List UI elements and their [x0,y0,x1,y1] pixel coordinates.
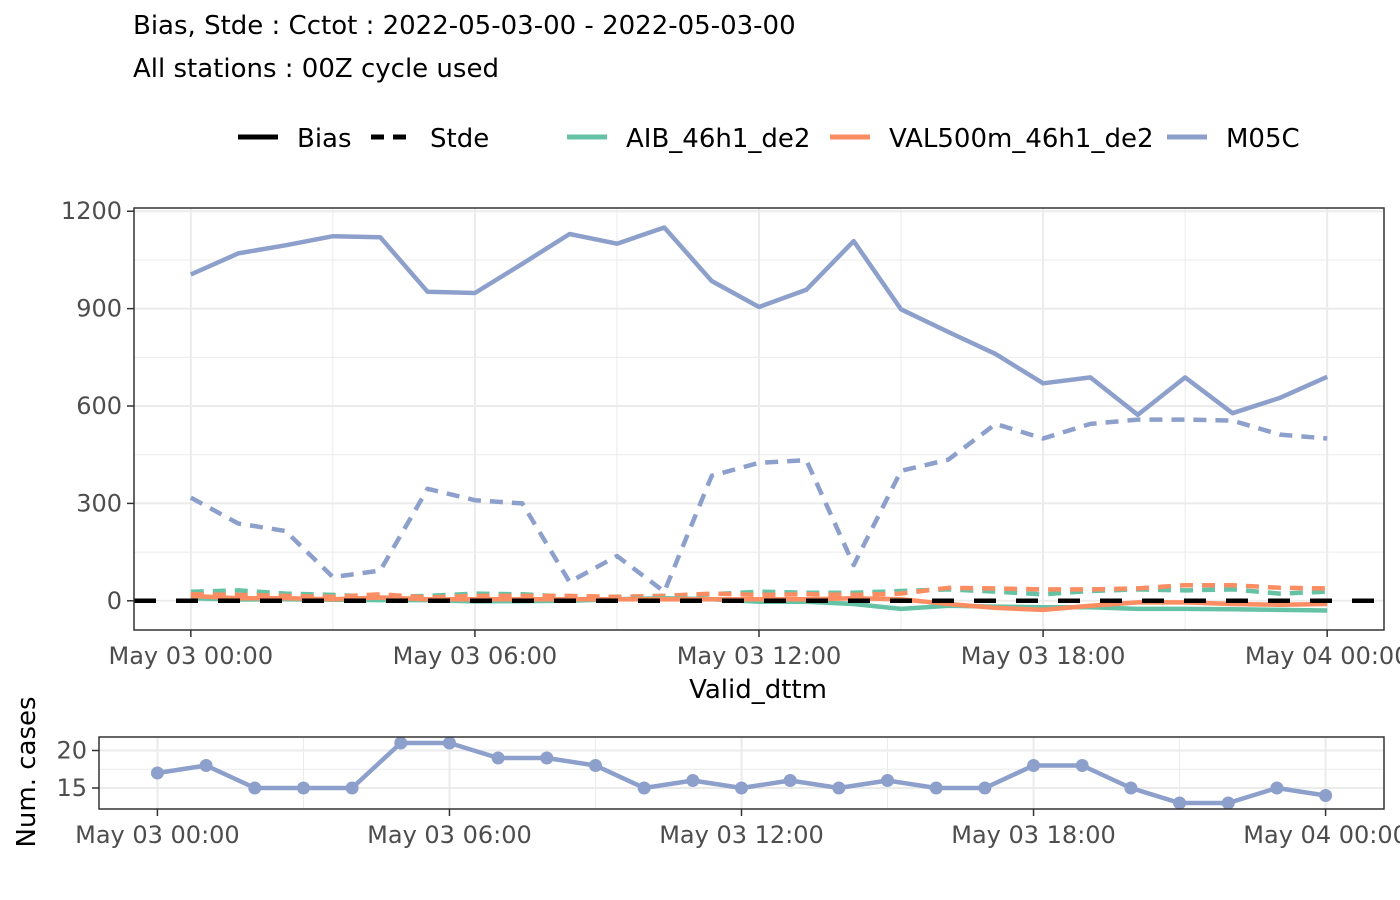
data-point [1221,796,1235,810]
data-point [1270,781,1284,795]
y-tick-label: 20 [56,737,87,765]
data-point [442,736,456,750]
series-line-m05c-stde [189,417,1328,594]
panel-border [133,207,1385,631]
cases-y-axis-title: Num. cases [12,696,42,847]
data-point [735,781,748,795]
legend-label-m05c: M05C [1226,124,1300,154]
data-point [150,766,164,780]
data-point [686,774,700,787]
x-tick-label: May 03 00:00 [109,642,274,670]
chart-subtitle: All stations : 00Z cycle used [133,54,499,84]
chart-title: Bias, Stde : Cctot : 2022-05-03-00 - 202… [133,11,796,41]
data-point [1027,759,1041,772]
data-point [1075,759,1089,772]
series-line-aib_46h1_de2-bias [190,595,1328,613]
cases-plot-panel: May 03 00:00 May 03 06:00 May 03 12:00 May … [56,736,1400,849]
data-point [1173,796,1187,810]
data-point [929,781,943,795]
legend-label-val500m: VAL500m_46h1_de2 [889,124,1154,154]
legend-label-aib: AIB_46h1_de2 [626,124,810,154]
x-tick-label: May 03 18:00 [951,821,1116,849]
y-tick-label: 300 [76,489,122,517]
series-line-m05c-bias [189,225,1329,418]
data-point [540,751,554,765]
y-tick-label: 1200 [61,197,122,225]
x-tick-label: May 03 06:00 [393,642,558,670]
data-point [881,774,895,787]
y-tick-label: 15 [56,774,87,802]
legend: Bias Stde AIB_46h1_de2 VAL500m_46h1_de2 … [238,124,1300,154]
data-point [296,781,310,795]
data-point [394,736,408,750]
x-tick-label: May 03 18:00 [961,642,1126,670]
data-point [978,781,992,795]
x-tick-label: May 04 00:00 [1243,821,1400,849]
series-line-val500m_46h1_de2-stde [190,582,1328,600]
y-tick-label: 600 [76,392,122,420]
x-tick-label: May 03 12:00 [677,642,842,670]
x-tick-label: May 03 00:00 [75,821,240,849]
x-tick-label: May 03 06:00 [367,821,532,849]
data-point [588,759,602,772]
panel-border [98,736,1385,810]
x-tick-label: May 04 00:00 [1245,642,1400,670]
data-point [199,759,213,772]
data-point [783,774,797,787]
legend-label-bias: Bias [297,124,352,154]
data-point [832,781,846,795]
main-plot-panel: May 03 00:00 May 03 06:00 May 03 12:00 May … [61,197,1400,670]
data-point [248,781,262,795]
y-tick-label: 900 [76,295,122,323]
data-point [1124,781,1138,795]
data-point [1319,789,1333,802]
main-x-axis-title: Valid_dttm [689,675,827,705]
legend-label-stde: Stde [430,124,489,154]
x-tick-label: May 03 12:00 [659,821,824,849]
data-point [345,781,359,795]
series-line-val500m_46h1_de2-bias [190,593,1328,613]
data-point [637,781,651,795]
data-point [491,751,505,765]
y-tick-label: 0 [107,587,122,615]
